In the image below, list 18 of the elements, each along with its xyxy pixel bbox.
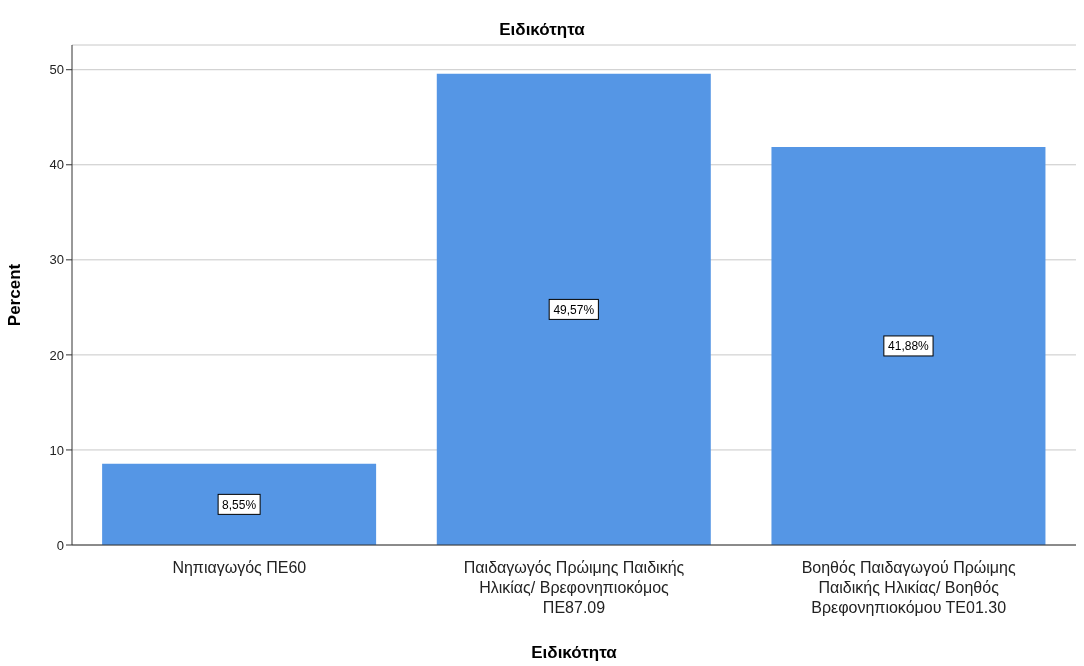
y-tick-label: 10 [49,442,64,458]
x-tick-label: Παιδαγωγός Πρώιμης Παιδικής Ηλικίας/ Βρεφονηπιοκόμος ΠΕ87.09 [463,559,685,616]
x-axis-title: Ειδικότητα [531,643,618,662]
chart-title: Ειδικότητα [498,20,586,40]
data-label: 41,88% [888,339,930,354]
x-tick-label: Νηπιαγωγός ΠΕ60 [172,559,307,576]
y-tick-label: 40 [49,157,64,173]
bar [771,146,1046,545]
y-tick-label: 20 [49,347,64,363]
y-tick-label: 30 [49,252,64,268]
bar [436,73,711,545]
y-tick-label: 0 [56,537,64,553]
x-tick-label: Βοηθός Παιδαγωγού Πρώιμης Παιδικής Ηλικίας/ Βοηθός Βρεφονηπιοκόμου ΤΕ01.30 [801,559,1016,616]
y-tick-label: 50 [49,62,64,78]
y-axis-title: Percent [5,263,25,327]
bar [102,463,377,545]
data-label: 49,57% [553,302,595,317]
data-label: 8,55% [222,497,257,512]
